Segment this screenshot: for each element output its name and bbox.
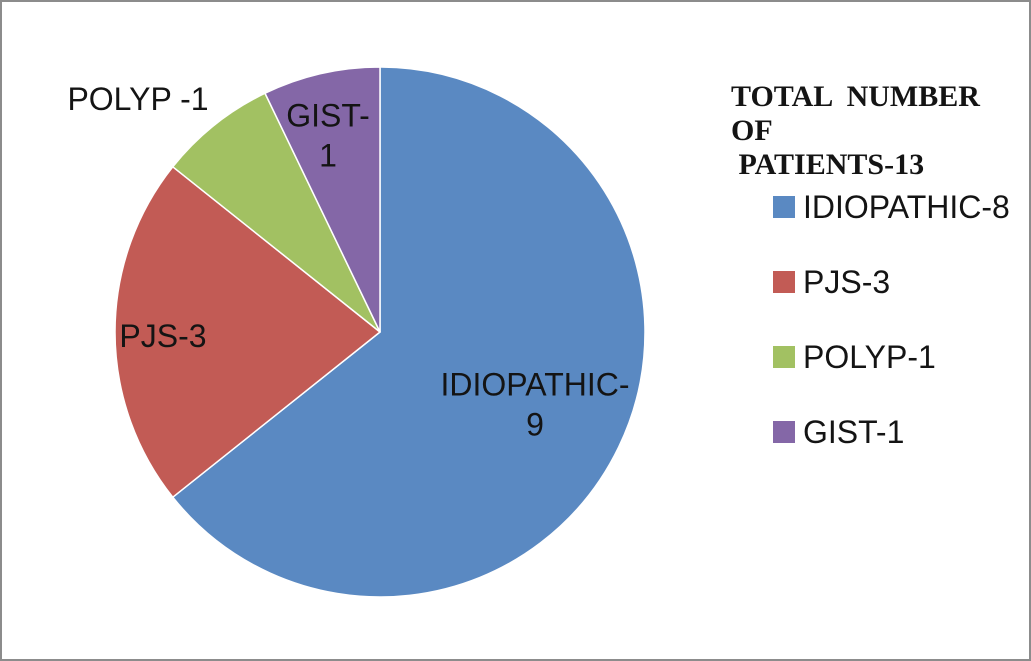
legend-label-polyp: POLYP-1 <box>803 339 936 375</box>
pie-slice-idiopathic <box>172 66 646 598</box>
legend: IDIOPATHIC-8 PJS-3 POLYP-1 GIST-1 <box>773 187 1010 452</box>
pie-slice-label-idiopathic: IDIOPATHIC- 9 <box>440 366 630 443</box>
chart-title: TOTAL NUMBER OF PATIENTS-13 <box>731 80 980 181</box>
legend-swatch-gist <box>773 421 795 443</box>
pie-slice-gist <box>264 66 381 333</box>
legend-label-pjs: PJS-3 <box>803 264 891 300</box>
legend-swatch-pjs <box>773 271 795 293</box>
legend-item-idiopathic: IDIOPATHIC-8 <box>773 187 1010 227</box>
pie-slice-polyp <box>172 92 381 333</box>
legend-item-polyp: POLYP-1 <box>773 337 1010 377</box>
legend-swatch-polyp <box>773 346 795 368</box>
pie-slice-pjs <box>114 166 381 498</box>
pie-slice-label-polyp: POLYP -1 <box>67 80 209 117</box>
legend-swatch-idiopathic <box>773 196 795 218</box>
legend-label-idiopathic: IDIOPATHIC-8 <box>803 189 1010 225</box>
legend-item-gist: GIST-1 <box>773 412 1010 452</box>
pie-slice-label-pjs: PJS-3 <box>119 317 207 354</box>
legend-item-pjs: PJS-3 <box>773 262 1010 302</box>
pie-slice-label-gist: GIST- 1 <box>286 97 370 174</box>
pie-chart <box>114 66 646 598</box>
legend-label-gist: GIST-1 <box>803 414 905 450</box>
